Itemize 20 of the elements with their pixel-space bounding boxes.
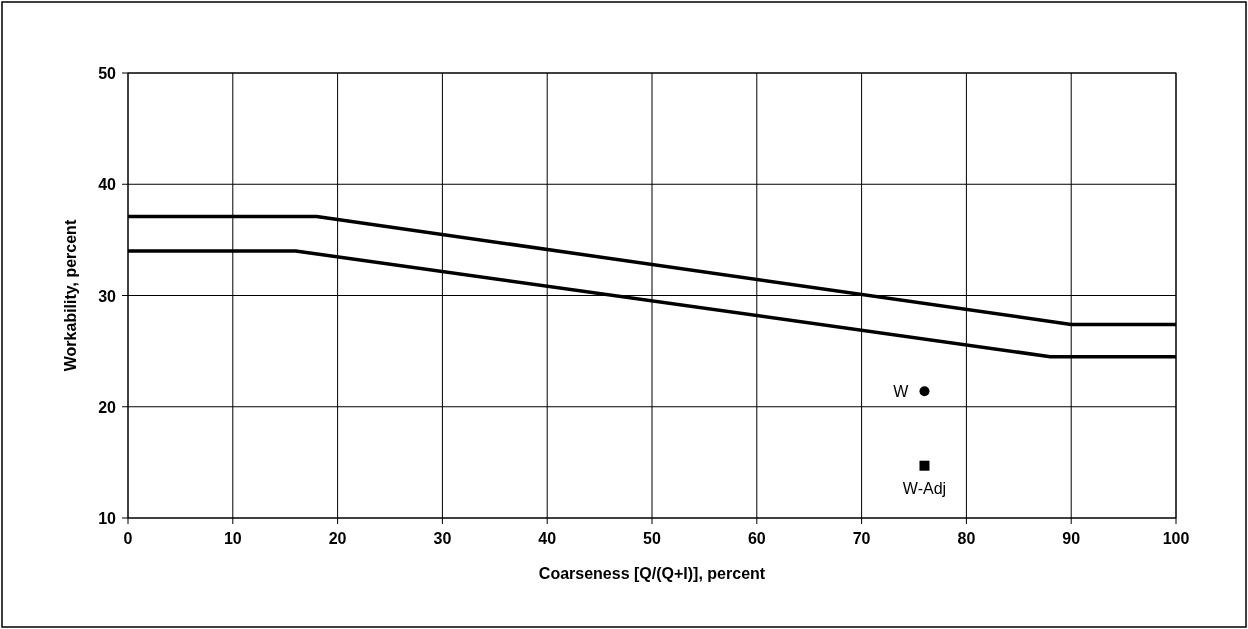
y-tick-label: 10 [98, 510, 117, 527]
y-tick-label: 30 [98, 287, 117, 305]
x-tick-label: 60 [747, 530, 766, 547]
series-label: W [893, 383, 910, 401]
x-tick-label: 90 [1062, 530, 1081, 547]
series-label: W-Adj [902, 479, 947, 497]
y-axis-title: Workability, percent [62, 219, 79, 372]
x-tick-label: 10 [223, 530, 242, 547]
y-tick-label: 50 [98, 65, 117, 82]
x-tick-label: 20 [328, 530, 347, 547]
x-tick-label: 30 [433, 530, 452, 547]
x-tick-label: 40 [538, 530, 557, 547]
x-tick-label: 50 [643, 530, 661, 547]
y-tick-label: 20 [98, 398, 117, 416]
x-tick-label: 80 [957, 530, 976, 547]
x-tick-label: 100 [1162, 530, 1190, 547]
x-axis-title: Coarseness [Q/(Q+I)], percent [538, 565, 766, 582]
x-tick-label: 0 [123, 530, 133, 547]
x-tick-label: 70 [852, 530, 871, 547]
y-tick-label: 40 [98, 176, 117, 194]
